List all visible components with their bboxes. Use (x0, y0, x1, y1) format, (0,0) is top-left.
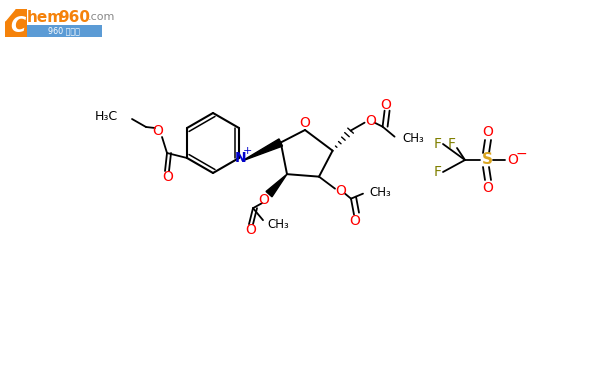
Text: hem: hem (27, 9, 64, 24)
Bar (27, 25, 102, 37)
Text: O: O (152, 124, 163, 138)
Text: F: F (434, 137, 442, 151)
Text: CH₃: CH₃ (369, 186, 391, 199)
Text: .com: .com (88, 12, 116, 22)
Text: CH₃: CH₃ (267, 217, 289, 231)
Text: O: O (350, 214, 361, 228)
Text: O: O (483, 181, 494, 195)
Polygon shape (5, 9, 15, 21)
Text: C: C (10, 16, 25, 36)
Text: O: O (336, 184, 347, 198)
Text: S: S (482, 153, 492, 168)
Text: F: F (448, 137, 456, 151)
Text: H₃C: H₃C (95, 111, 118, 123)
Text: N: N (235, 151, 247, 165)
Bar (5, 9, 27, 37)
Text: 960: 960 (58, 9, 90, 24)
Text: O: O (246, 223, 257, 237)
Polygon shape (266, 174, 287, 197)
Text: O: O (299, 116, 310, 130)
Text: CH₃: CH₃ (402, 132, 424, 145)
Text: −: − (515, 147, 527, 161)
Text: O: O (163, 170, 174, 184)
Text: 960 化工网: 960 化工网 (48, 27, 80, 36)
Polygon shape (242, 139, 283, 161)
Text: O: O (380, 98, 391, 112)
Text: O: O (258, 193, 269, 207)
Text: O: O (483, 125, 494, 139)
Text: O: O (365, 114, 376, 128)
Text: +: + (242, 146, 252, 156)
Text: F: F (434, 165, 442, 179)
Text: O: O (508, 153, 518, 167)
